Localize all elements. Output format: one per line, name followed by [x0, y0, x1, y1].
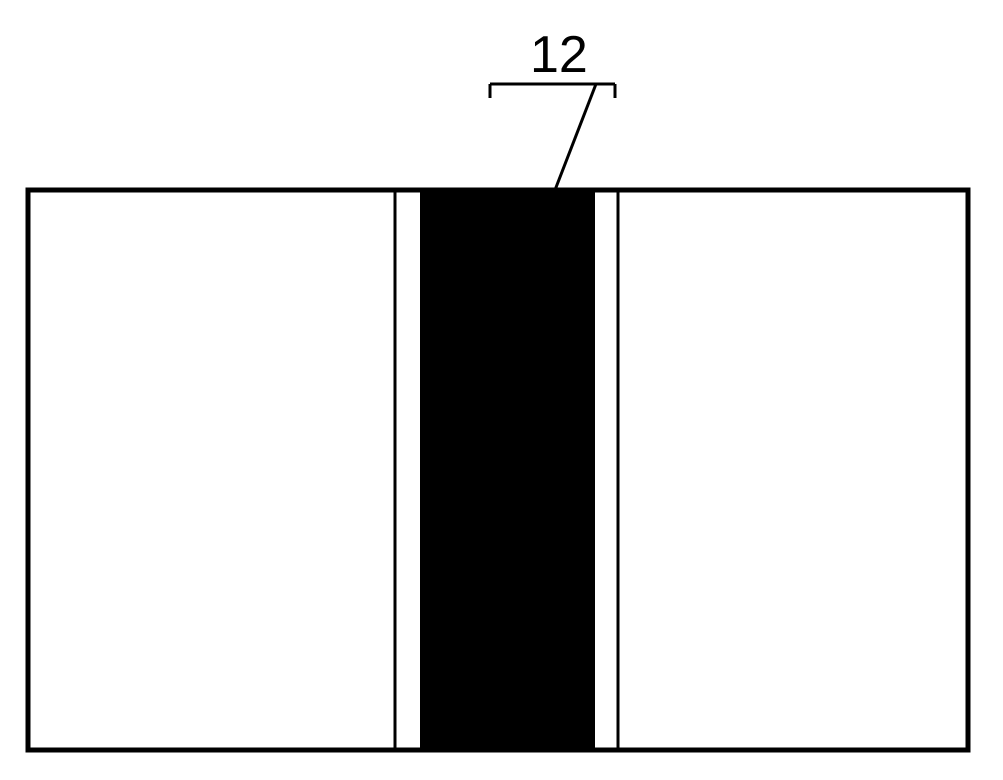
label-text: 12 — [530, 26, 588, 84]
core-block — [420, 190, 595, 750]
